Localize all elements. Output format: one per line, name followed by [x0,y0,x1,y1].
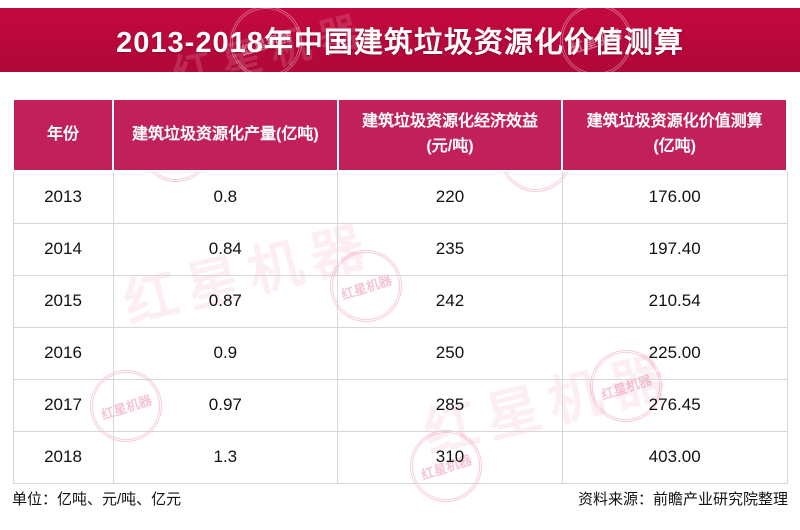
cell-value: 403.00 [561,430,788,484]
cell-year: 2015 [12,274,114,328]
table-row: 2015 0.87 242 210.54 [12,274,788,328]
cell-output: 0.97 [112,378,339,432]
column-header-output: 建筑垃圾资源化产量(亿吨) [112,98,339,172]
cell-year: 2014 [12,222,114,276]
cell-benefit: 310 [337,430,563,484]
cell-value: 197.40 [561,222,788,276]
cell-benefit: 235 [337,222,563,276]
table-row: 2014 0.84 235 197.40 [12,222,788,276]
table-row: 2013 0.8 220 176.00 [12,170,788,224]
cell-output: 0.9 [112,326,339,380]
units-note: 单位：亿吨、元/吨、亿元 [12,491,182,508]
cell-benefit: 285 [337,378,563,432]
page-title: 2013-2018年中国建筑垃圾资源化价值测算 [116,27,684,59]
table-row: 2017 0.97 285 276.45 [12,378,788,432]
cell-benefit: 250 [337,326,563,380]
cell-year: 2016 [12,326,114,380]
cell-value: 276.45 [561,378,788,432]
table-row: 2018 1.3 310 403.00 [12,430,788,484]
cell-value: 176.00 [561,170,788,224]
cell-output: 0.84 [112,222,339,276]
title-banner: 2013-2018年中国建筑垃圾资源化价值测算 [0,8,800,72]
cell-year: 2013 [12,170,114,224]
column-header-value: 建筑垃圾资源化价值测算(亿吨) [561,98,788,172]
column-header-year: 年份 [12,98,114,172]
cell-output: 1.3 [112,430,339,484]
column-header-benefit: 建筑垃圾资源化经济效益(元/吨) [336,98,564,172]
cell-output: 0.87 [112,274,339,328]
cell-value: 225.00 [561,326,788,380]
cell-year: 2018 [12,430,114,484]
footer: 单位：亿吨、元/吨、亿元 资料来源：前瞻产业研究院整理 [12,488,788,509]
data-table: 年份 建筑垃圾资源化产量(亿吨) 建筑垃圾资源化经济效益(元/吨) 建筑垃圾资源… [12,98,788,484]
cell-year: 2017 [12,378,114,432]
table-row: 2016 0.9 250 225.00 [12,326,788,380]
table-header-row: 年份 建筑垃圾资源化产量(亿吨) 建筑垃圾资源化经济效益(元/吨) 建筑垃圾资源… [12,98,788,172]
cell-value: 210.54 [561,274,788,328]
cell-output: 0.8 [112,170,339,224]
cell-benefit: 242 [337,274,563,328]
source-note: 资料来源：前瞻产业研究院整理 [577,491,788,508]
cell-benefit: 220 [337,170,563,224]
